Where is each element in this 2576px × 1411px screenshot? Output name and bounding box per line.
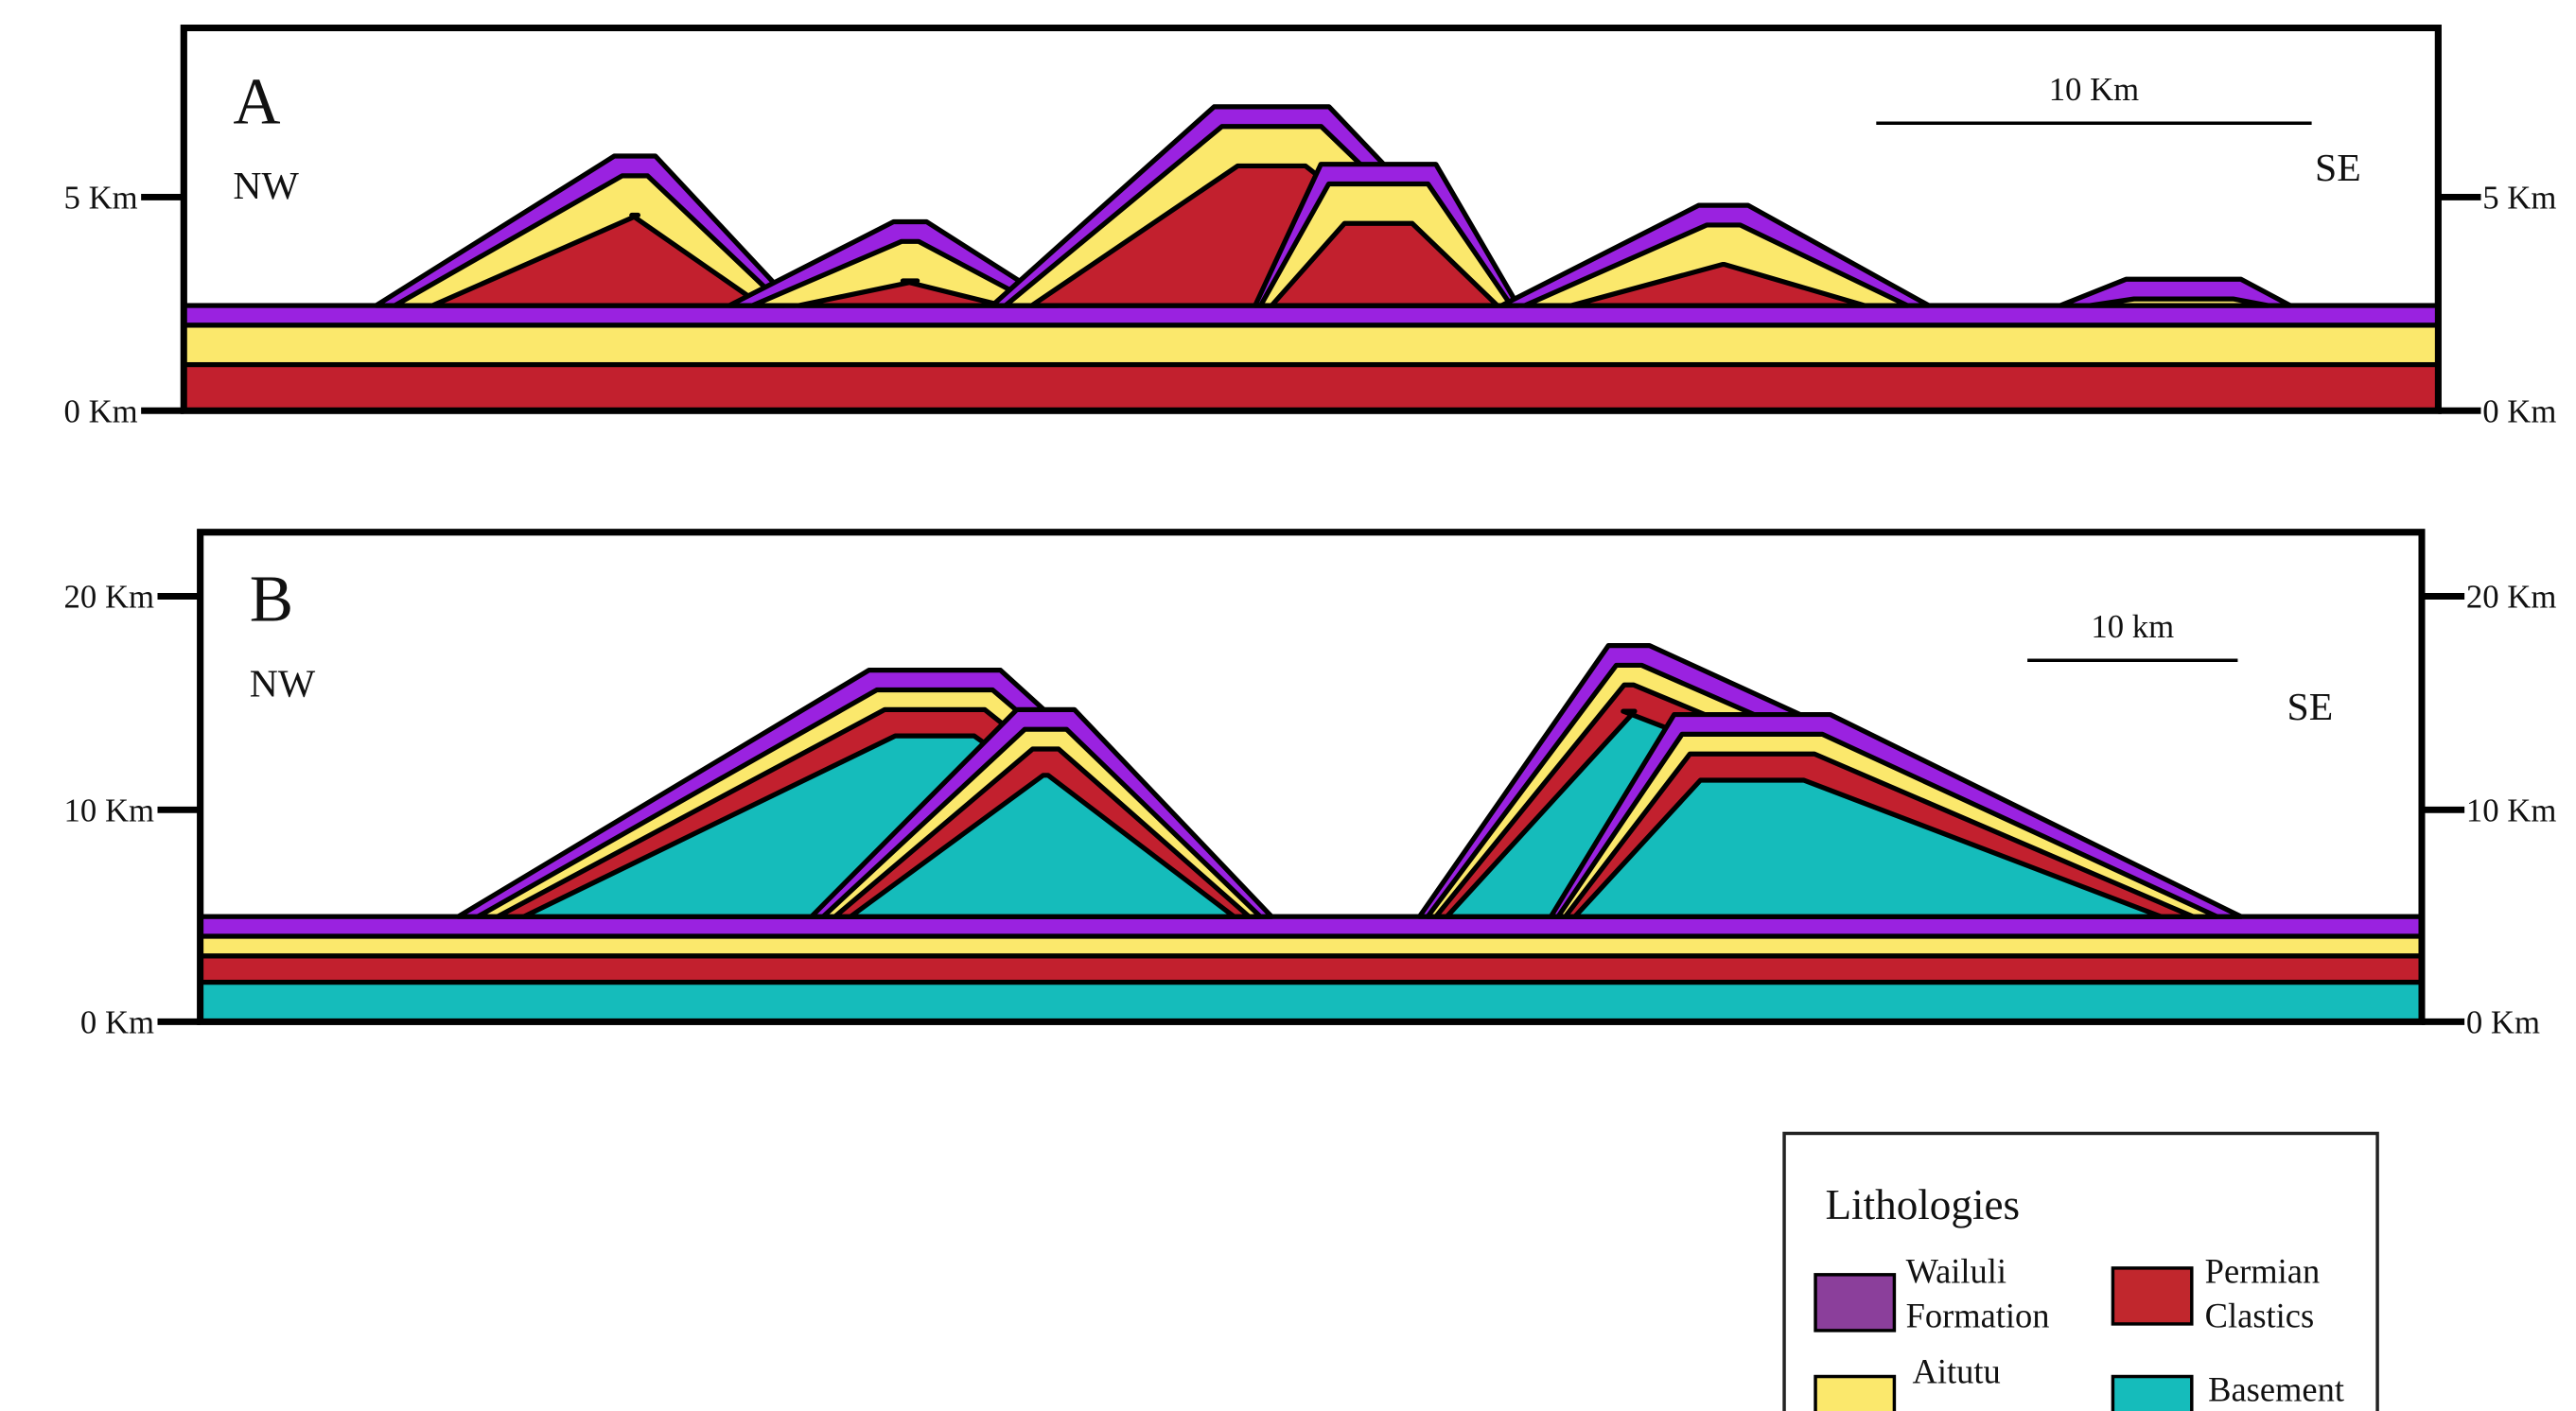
panel-frame	[197, 529, 2426, 1025]
layer	[181, 303, 2441, 328]
direction: SE	[2287, 686, 2334, 729]
layer	[1568, 262, 1867, 308]
axis-label: 20 Km	[2466, 579, 2556, 616]
legend-title: Lithologies	[1825, 1181, 2020, 1228]
layer	[2087, 296, 2271, 308]
axis-label: 20 Km	[64, 579, 154, 616]
legend-swatch	[2111, 1374, 2194, 1411]
panel-frame	[180, 25, 2442, 414]
axis-label: 5 Km	[2482, 180, 2556, 217]
layer	[848, 773, 1237, 919]
legend-label: Wailuli	[1906, 1253, 2006, 1291]
scale-label: 10 Km	[2049, 71, 2139, 108]
layer	[198, 914, 2425, 939]
scale-label: 10 km	[2091, 608, 2174, 645]
legend-swatch	[1814, 1273, 1897, 1333]
axis-label: 10 Km	[64, 792, 154, 828]
layer	[1572, 777, 2164, 919]
axis-label: 0 Km	[2466, 1004, 2540, 1041]
legend-swatch	[1814, 1374, 1897, 1411]
legend-label: Clastics	[2205, 1297, 2314, 1334]
legend-label: Basement	[2208, 1371, 2344, 1409]
direction: NW	[250, 662, 316, 706]
legend-label: Aitutu	[1913, 1352, 2001, 1390]
direction: SE	[2315, 147, 2361, 190]
layer	[181, 361, 2441, 413]
legend-swatch	[2111, 1266, 2194, 1326]
axis-label: 0 Km	[64, 392, 138, 429]
legend-label: Permian	[2205, 1253, 2321, 1291]
layer	[181, 322, 2441, 368]
panel-label: B	[250, 564, 293, 636]
axis-label: 0 Km	[80, 1004, 154, 1041]
layer	[1269, 220, 1500, 308]
panel-label: A	[233, 65, 280, 138]
layer	[198, 980, 2425, 1024]
axis-label: 5 Km	[64, 180, 138, 217]
axis-label: 0 Km	[2482, 392, 2556, 429]
layer	[796, 278, 1006, 308]
layer	[198, 953, 2425, 985]
legend-label: Formation	[1906, 1297, 2050, 1334]
axis-label: 10 Km	[2466, 792, 2556, 828]
layer	[198, 933, 2425, 959]
direction: NW	[233, 165, 299, 208]
legend-box	[1782, 1131, 2379, 1411]
layer	[429, 212, 764, 308]
